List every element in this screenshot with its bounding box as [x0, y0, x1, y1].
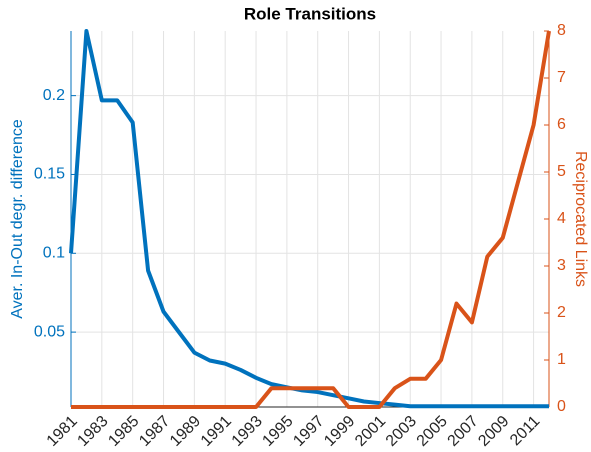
- y-tick-label: 0.2: [43, 87, 65, 104]
- y2-axis-label: Reciprocated Links: [572, 151, 589, 287]
- x-tick-label: 1993: [229, 413, 266, 450]
- x-tick-label: 2009: [475, 413, 512, 450]
- series-line: [71, 30, 551, 409]
- y2-tick-label: 4: [557, 210, 566, 227]
- y2-tick-label: 3: [557, 257, 566, 274]
- x-tick-label: 1989: [167, 413, 204, 450]
- y2-tick-label: 7: [557, 69, 566, 86]
- y-axis-label: Aver. In-Out degr. difference: [9, 119, 26, 319]
- y2-tick-label: 8: [557, 22, 566, 39]
- y2-tick-label: 6: [557, 116, 566, 133]
- x-tick-label: 1995: [259, 413, 296, 450]
- x-tick-label: 1991: [198, 413, 235, 450]
- x-tick-label: 2007: [445, 413, 482, 450]
- chart-title: Role Transitions: [244, 4, 376, 23]
- x-tick-label: 2001: [352, 413, 389, 450]
- x-tick-label: 1987: [136, 413, 173, 450]
- x-tick-label: 1999: [321, 413, 358, 450]
- x-tick-label: 2003: [383, 413, 420, 450]
- x-tick-label: 1981: [44, 413, 81, 450]
- x-tick-label: 2005: [414, 413, 451, 450]
- x-tick-label: 2011: [507, 413, 543, 449]
- x-tick-label: 1985: [105, 413, 142, 450]
- y2-tick-label: 0: [557, 398, 566, 415]
- y2-tick-label: 2: [557, 304, 566, 321]
- y2-tick-label: 1: [557, 351, 566, 368]
- series-line: [69, 29, 549, 409]
- x-tick-label: 1983: [74, 413, 111, 450]
- y2-tick-label: 5: [557, 163, 566, 180]
- x-tick-label: 1997: [290, 413, 327, 450]
- y-tick-label: 0.05: [34, 323, 65, 340]
- y-tick-label: 0.1: [43, 245, 65, 262]
- y-tick-label: 0.15: [34, 166, 65, 183]
